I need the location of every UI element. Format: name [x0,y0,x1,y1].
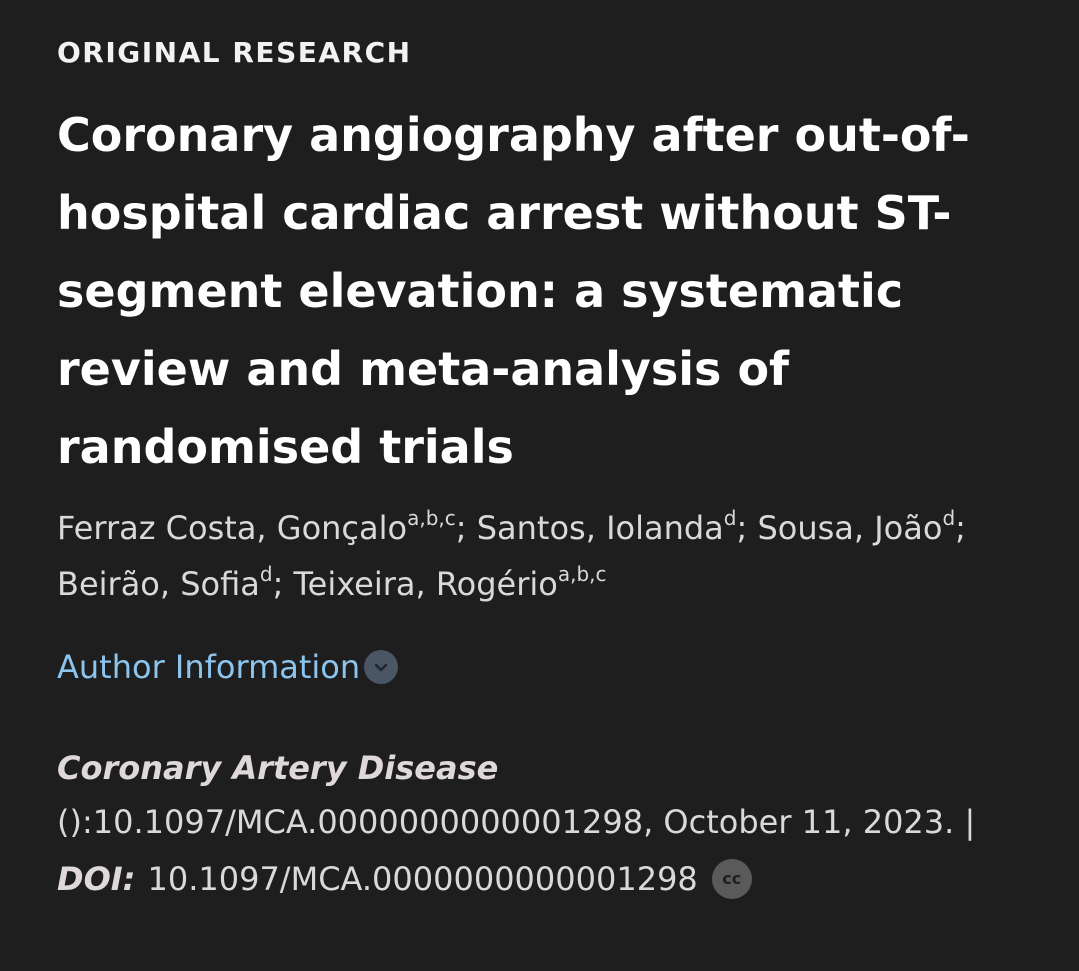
author-item[interactable]: Sousa, Joãod; [757,506,966,547]
author-affiliations: d [723,506,737,530]
author-information-label[interactable]: Author Information [57,648,361,686]
author-information-toggle[interactable]: Author Information [57,648,1039,686]
author-item[interactable]: Beirão, Sofiad; [57,562,294,603]
article-category: ORIGINAL RESEARCH [57,36,412,69]
author-affiliations: d [942,506,956,530]
author-separator: ; [455,509,477,547]
author-affiliations: a,b,c [407,506,456,530]
author-item[interactable]: Santos, Iolandad; [476,506,758,547]
author-name: Sousa, João [757,509,943,547]
doi-label: DOI: [57,860,136,898]
author-name: Teixeira, Rogério [293,565,558,603]
chevron-down-icon[interactable] [364,650,399,684]
creative-commons-icon[interactable]: cc [711,859,752,899]
journal-name[interactable]: Coronary Artery Disease [57,749,499,787]
author-separator: ; [272,565,294,603]
citation-line: ():10.1097/MCA.0000000000001298, October… [57,803,976,841]
author-affiliations: a,b,c [557,562,607,586]
author-separator: ; [955,509,966,547]
article-title: Coronary angiography after out-of-hospit… [57,108,970,474]
author-separator: ; [736,509,758,547]
author-list: Ferraz Costa, Gonçaloa,b,c; Santos, Iola… [57,500,1017,612]
author-item[interactable]: Ferraz Costa, Gonçaloa,b,c; [57,506,477,547]
author-item[interactable]: Teixeira, Rogérioa,b,c [293,562,607,603]
author-affiliations: d [259,562,273,586]
author-name: Beirão, Sofia [57,565,260,603]
doi-value[interactable]: 10.1097/MCA.0000000000001298 [147,860,698,898]
author-name: Ferraz Costa, Gonçalo [57,509,408,547]
author-name: Santos, Iolanda [476,509,724,547]
doi-line: DOI: 10.1097/MCA.0000000000001298 cc [57,850,1039,908]
